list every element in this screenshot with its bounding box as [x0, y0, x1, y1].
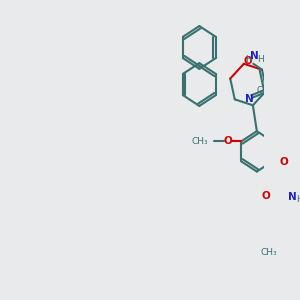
Text: H: H: [245, 56, 252, 64]
Text: CH₃: CH₃: [260, 248, 277, 257]
Text: O: O: [261, 191, 270, 201]
Text: H: H: [296, 195, 300, 204]
Text: C: C: [256, 86, 262, 95]
Text: O: O: [243, 56, 252, 66]
Text: N: N: [288, 192, 297, 202]
Text: N: N: [250, 51, 259, 61]
Text: O: O: [280, 158, 289, 167]
Text: H: H: [257, 56, 263, 64]
Text: O: O: [223, 136, 232, 146]
Text: CH₃: CH₃: [191, 137, 208, 146]
Text: N: N: [245, 94, 254, 103]
